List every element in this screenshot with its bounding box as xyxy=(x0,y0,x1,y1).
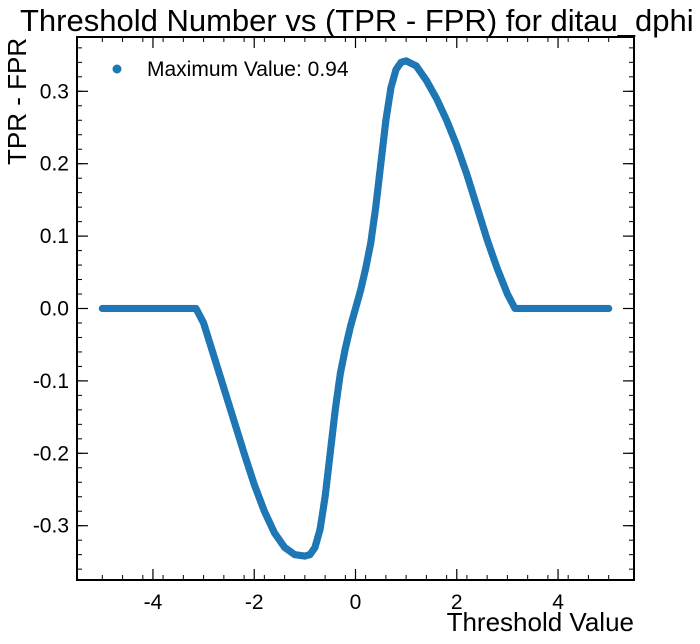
y-axis-label: TPR - FPR xyxy=(2,38,32,165)
y-tick-label: 0.0 xyxy=(40,298,69,321)
tick-labels: -4 -2 0 2 4 -0.3 -0.2 -0.1 0.0 0.1 0.2 0.3 xyxy=(33,80,564,614)
x-tick-label: -2 xyxy=(245,591,264,614)
y-tick-label: 0.2 xyxy=(40,153,69,176)
y-tick-label: -0.3 xyxy=(33,515,69,538)
plot-frame xyxy=(76,36,635,581)
legend: Maximum Value: 0.94 xyxy=(112,58,349,81)
x-tick-label: 2 xyxy=(451,591,463,614)
legend-label: Maximum Value: 0.94 xyxy=(147,58,349,81)
x-tick-label: 0 xyxy=(350,591,362,614)
x-axis-label: Threshold Value xyxy=(447,607,634,637)
x-tick-label: 4 xyxy=(552,591,564,614)
data-point xyxy=(605,304,613,313)
y-tick-label: -0.2 xyxy=(33,442,69,465)
x-tick-label: -4 xyxy=(144,591,163,614)
data-points xyxy=(98,57,613,560)
chart-title: Threshold Number vs (TPR - FPR) for dita… xyxy=(20,3,694,38)
y-tick-label: 0.1 xyxy=(40,225,69,248)
y-tick-label: -0.1 xyxy=(33,370,69,393)
legend-marker xyxy=(112,64,122,74)
y-tick-label: 0.3 xyxy=(40,80,69,103)
